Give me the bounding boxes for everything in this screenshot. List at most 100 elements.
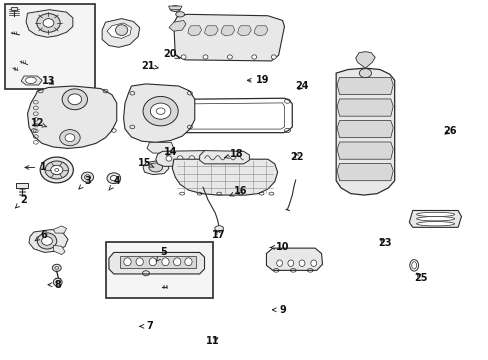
Ellipse shape bbox=[181, 55, 185, 59]
Text: 18: 18 bbox=[224, 149, 244, 159]
Ellipse shape bbox=[173, 258, 181, 266]
Ellipse shape bbox=[214, 226, 223, 231]
Polygon shape bbox=[199, 150, 249, 164]
Ellipse shape bbox=[41, 237, 52, 245]
Ellipse shape bbox=[60, 130, 80, 146]
Bar bbox=[105, 242, 212, 298]
Ellipse shape bbox=[169, 6, 180, 12]
Polygon shape bbox=[237, 26, 251, 36]
Ellipse shape bbox=[165, 156, 171, 161]
Ellipse shape bbox=[359, 69, 371, 78]
Polygon shape bbox=[355, 51, 374, 68]
Polygon shape bbox=[336, 77, 392, 95]
Polygon shape bbox=[156, 150, 217, 166]
Ellipse shape bbox=[310, 260, 316, 266]
Text: 23: 23 bbox=[377, 238, 391, 248]
Polygon shape bbox=[221, 26, 234, 36]
Polygon shape bbox=[143, 160, 168, 175]
Ellipse shape bbox=[175, 12, 184, 17]
Polygon shape bbox=[336, 121, 392, 138]
Polygon shape bbox=[123, 84, 194, 142]
Ellipse shape bbox=[162, 258, 169, 266]
Ellipse shape bbox=[149, 163, 162, 172]
Polygon shape bbox=[29, 229, 68, 252]
Ellipse shape bbox=[227, 55, 232, 59]
Ellipse shape bbox=[65, 134, 75, 141]
Ellipse shape bbox=[84, 175, 90, 180]
Ellipse shape bbox=[136, 258, 143, 266]
Polygon shape bbox=[335, 68, 394, 195]
Ellipse shape bbox=[271, 55, 276, 59]
Text: 20: 20 bbox=[163, 49, 180, 59]
Text: 9: 9 bbox=[272, 305, 285, 315]
Ellipse shape bbox=[184, 258, 192, 266]
Ellipse shape bbox=[150, 103, 170, 119]
Polygon shape bbox=[147, 142, 173, 153]
Polygon shape bbox=[26, 10, 73, 37]
Text: 15: 15 bbox=[138, 158, 154, 168]
Text: 13: 13 bbox=[41, 76, 55, 86]
Ellipse shape bbox=[299, 260, 305, 266]
Ellipse shape bbox=[200, 156, 205, 161]
Text: 17: 17 bbox=[212, 230, 225, 239]
Ellipse shape bbox=[110, 176, 117, 181]
Ellipse shape bbox=[143, 96, 178, 126]
Polygon shape bbox=[336, 142, 392, 159]
Polygon shape bbox=[53, 226, 66, 233]
Text: 2: 2 bbox=[16, 195, 27, 208]
Bar bbox=[120, 256, 195, 268]
Text: 1: 1 bbox=[25, 162, 47, 172]
Polygon shape bbox=[173, 14, 284, 61]
Polygon shape bbox=[254, 26, 267, 36]
Ellipse shape bbox=[416, 212, 454, 217]
Polygon shape bbox=[266, 248, 322, 270]
Text: 21: 21 bbox=[141, 61, 158, 71]
Polygon shape bbox=[336, 163, 392, 181]
Bar bbox=[4, 4, 95, 89]
Ellipse shape bbox=[45, 161, 68, 179]
Ellipse shape bbox=[40, 157, 73, 183]
Text: 6: 6 bbox=[35, 230, 47, 241]
Text: 7: 7 bbox=[140, 321, 152, 331]
Ellipse shape bbox=[276, 260, 282, 266]
Polygon shape bbox=[53, 245, 65, 255]
Ellipse shape bbox=[123, 258, 131, 266]
Polygon shape bbox=[172, 159, 277, 195]
Ellipse shape bbox=[177, 156, 183, 161]
Polygon shape bbox=[187, 26, 201, 36]
Text: 5: 5 bbox=[156, 247, 167, 261]
Text: 19: 19 bbox=[247, 75, 269, 85]
Ellipse shape bbox=[62, 89, 87, 110]
Polygon shape bbox=[204, 26, 218, 36]
Ellipse shape bbox=[37, 14, 60, 32]
Polygon shape bbox=[336, 99, 392, 116]
Text: 11: 11 bbox=[205, 336, 219, 346]
Text: 25: 25 bbox=[413, 273, 427, 283]
Text: 3: 3 bbox=[79, 176, 91, 189]
Ellipse shape bbox=[68, 94, 81, 105]
Polygon shape bbox=[107, 23, 131, 39]
Polygon shape bbox=[109, 252, 204, 274]
Bar bbox=[11, 7, 17, 10]
Ellipse shape bbox=[25, 77, 36, 84]
Ellipse shape bbox=[51, 165, 63, 175]
Ellipse shape bbox=[115, 25, 127, 36]
Polygon shape bbox=[102, 19, 140, 47]
Ellipse shape bbox=[43, 19, 54, 27]
Polygon shape bbox=[27, 86, 117, 148]
Ellipse shape bbox=[251, 55, 256, 59]
Text: 12: 12 bbox=[30, 118, 47, 128]
Polygon shape bbox=[168, 6, 182, 10]
Ellipse shape bbox=[37, 233, 57, 249]
Text: 14: 14 bbox=[163, 147, 177, 157]
Text: 8: 8 bbox=[48, 280, 61, 290]
Text: 16: 16 bbox=[229, 186, 247, 197]
Ellipse shape bbox=[53, 278, 62, 286]
Polygon shape bbox=[168, 21, 185, 31]
Polygon shape bbox=[408, 211, 461, 227]
Text: 26: 26 bbox=[443, 126, 456, 135]
Ellipse shape bbox=[52, 264, 61, 271]
Ellipse shape bbox=[203, 55, 207, 59]
Ellipse shape bbox=[149, 258, 156, 266]
Ellipse shape bbox=[416, 217, 454, 221]
